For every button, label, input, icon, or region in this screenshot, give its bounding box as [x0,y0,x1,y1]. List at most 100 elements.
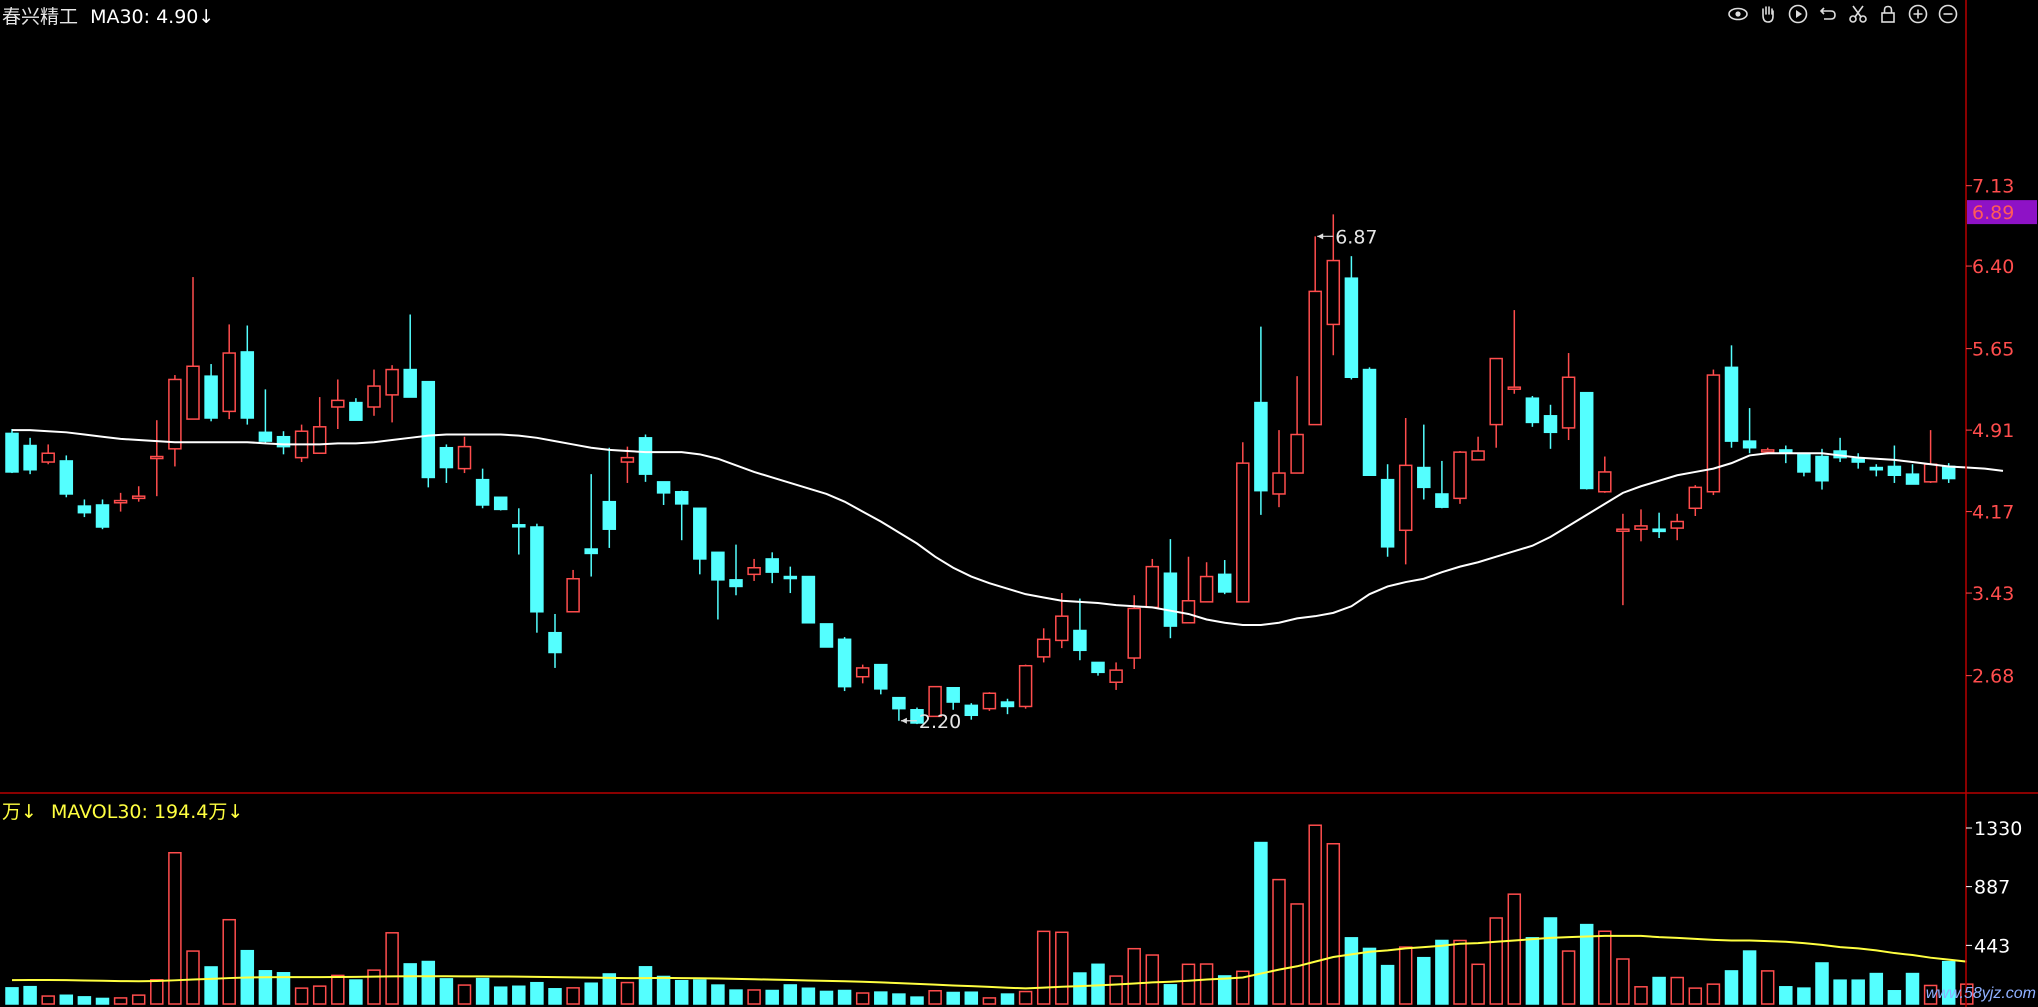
candle-body [1073,629,1087,652]
volume-bar [1036,930,1051,1005]
candle-body [1308,290,1322,426]
volume-bar [1851,979,1865,1005]
price-tick-label: 4.91 [1972,420,2014,442]
annotations: 6.87 2.20 [900,226,1378,733]
candle [1217,560,1232,595]
candle-body [1380,478,1395,548]
candle-body [1181,600,1196,624]
candle-body [928,685,942,718]
price-tick-label: 3.43 [1972,583,2014,605]
candle [1163,539,1178,639]
candle [1073,598,1087,661]
volume-bar [1435,939,1449,1005]
volume-bar [1815,962,1829,1005]
candle-body [1724,366,1739,442]
candle [1634,509,1648,542]
play-icon[interactable] [1786,2,1810,26]
zoom-out-icon[interactable] [1936,2,1960,26]
undo-icon[interactable] [1816,2,1840,26]
volume-bar [1398,946,1413,1005]
candle-body [1453,451,1467,500]
candle-body [349,401,363,421]
candle [1616,513,1630,606]
candle-body [240,351,255,419]
candle [1688,485,1703,516]
volume-bar [1127,947,1141,1005]
volume-bar [747,989,761,1005]
volume-bar [1489,917,1503,1005]
price-tick-label: 4.17 [1972,502,2014,524]
volume-bar [1616,958,1630,1005]
volume-bar [41,995,55,1005]
candle-body [1236,462,1250,603]
candle-body [475,478,490,506]
candle-body [1851,457,1865,463]
candle [1706,369,1721,496]
volume-bar [457,984,472,1005]
hand-icon[interactable] [1756,2,1780,26]
candle-body [1417,466,1431,489]
volume-bar [403,963,417,1005]
candle-body [620,456,635,463]
candle [204,364,218,422]
candle [1561,353,1576,441]
volume-bar [1706,983,1721,1005]
volume-bar [530,981,544,1005]
candle-body [1290,433,1304,474]
volume-bar [1760,970,1775,1005]
volume-bar [1290,903,1304,1005]
volume-bar [1797,987,1811,1005]
candle [512,508,526,555]
volume-bar [1742,950,1757,1005]
candle [1181,556,1196,624]
candle [294,424,309,463]
candle-body [783,575,798,580]
volume-bar [1254,841,1268,1005]
volume-bar [1326,842,1341,1005]
volume-bar [837,989,852,1005]
candle-body [113,499,128,504]
candle-body [548,631,562,654]
candle [23,437,37,475]
volume-bar [1362,947,1377,1005]
volume-bar [584,982,598,1005]
volume-bar [5,987,19,1005]
candle [1236,442,1250,603]
volume-bar [1091,963,1105,1005]
volume-bar [1543,917,1558,1005]
candle [674,490,689,541]
volume-bar [711,984,725,1005]
candle [819,623,834,648]
candle [150,420,164,497]
candle [874,663,888,695]
candle-body [1634,525,1648,530]
candle [1742,408,1757,454]
candle-body [946,686,960,703]
candle-body [276,435,291,448]
mavol30-line [11,934,1967,990]
candle [783,566,798,594]
volume-bar [1670,976,1684,1005]
candle [439,444,454,483]
candle [1652,512,1666,539]
scissors-icon[interactable] [1846,2,1870,26]
candle-body [1217,573,1232,593]
candle-body [1742,440,1757,449]
candle [331,379,345,430]
zoom-in-icon[interactable] [1906,2,1930,26]
candle [1308,236,1322,426]
volume-bar [1181,963,1196,1005]
candle-body [186,365,200,420]
volume-bar [1507,893,1522,1005]
volume-bar [964,991,979,1005]
lock-icon[interactable] [1876,2,1900,26]
candle [910,707,924,725]
volume-bar [367,969,381,1005]
candle-body [530,526,544,613]
volume-bar [1018,990,1033,1005]
candle [747,558,761,581]
volume-bar [874,991,888,1005]
eye-icon[interactable] [1726,2,1750,26]
candle-body [1616,528,1630,532]
candle [765,552,779,584]
